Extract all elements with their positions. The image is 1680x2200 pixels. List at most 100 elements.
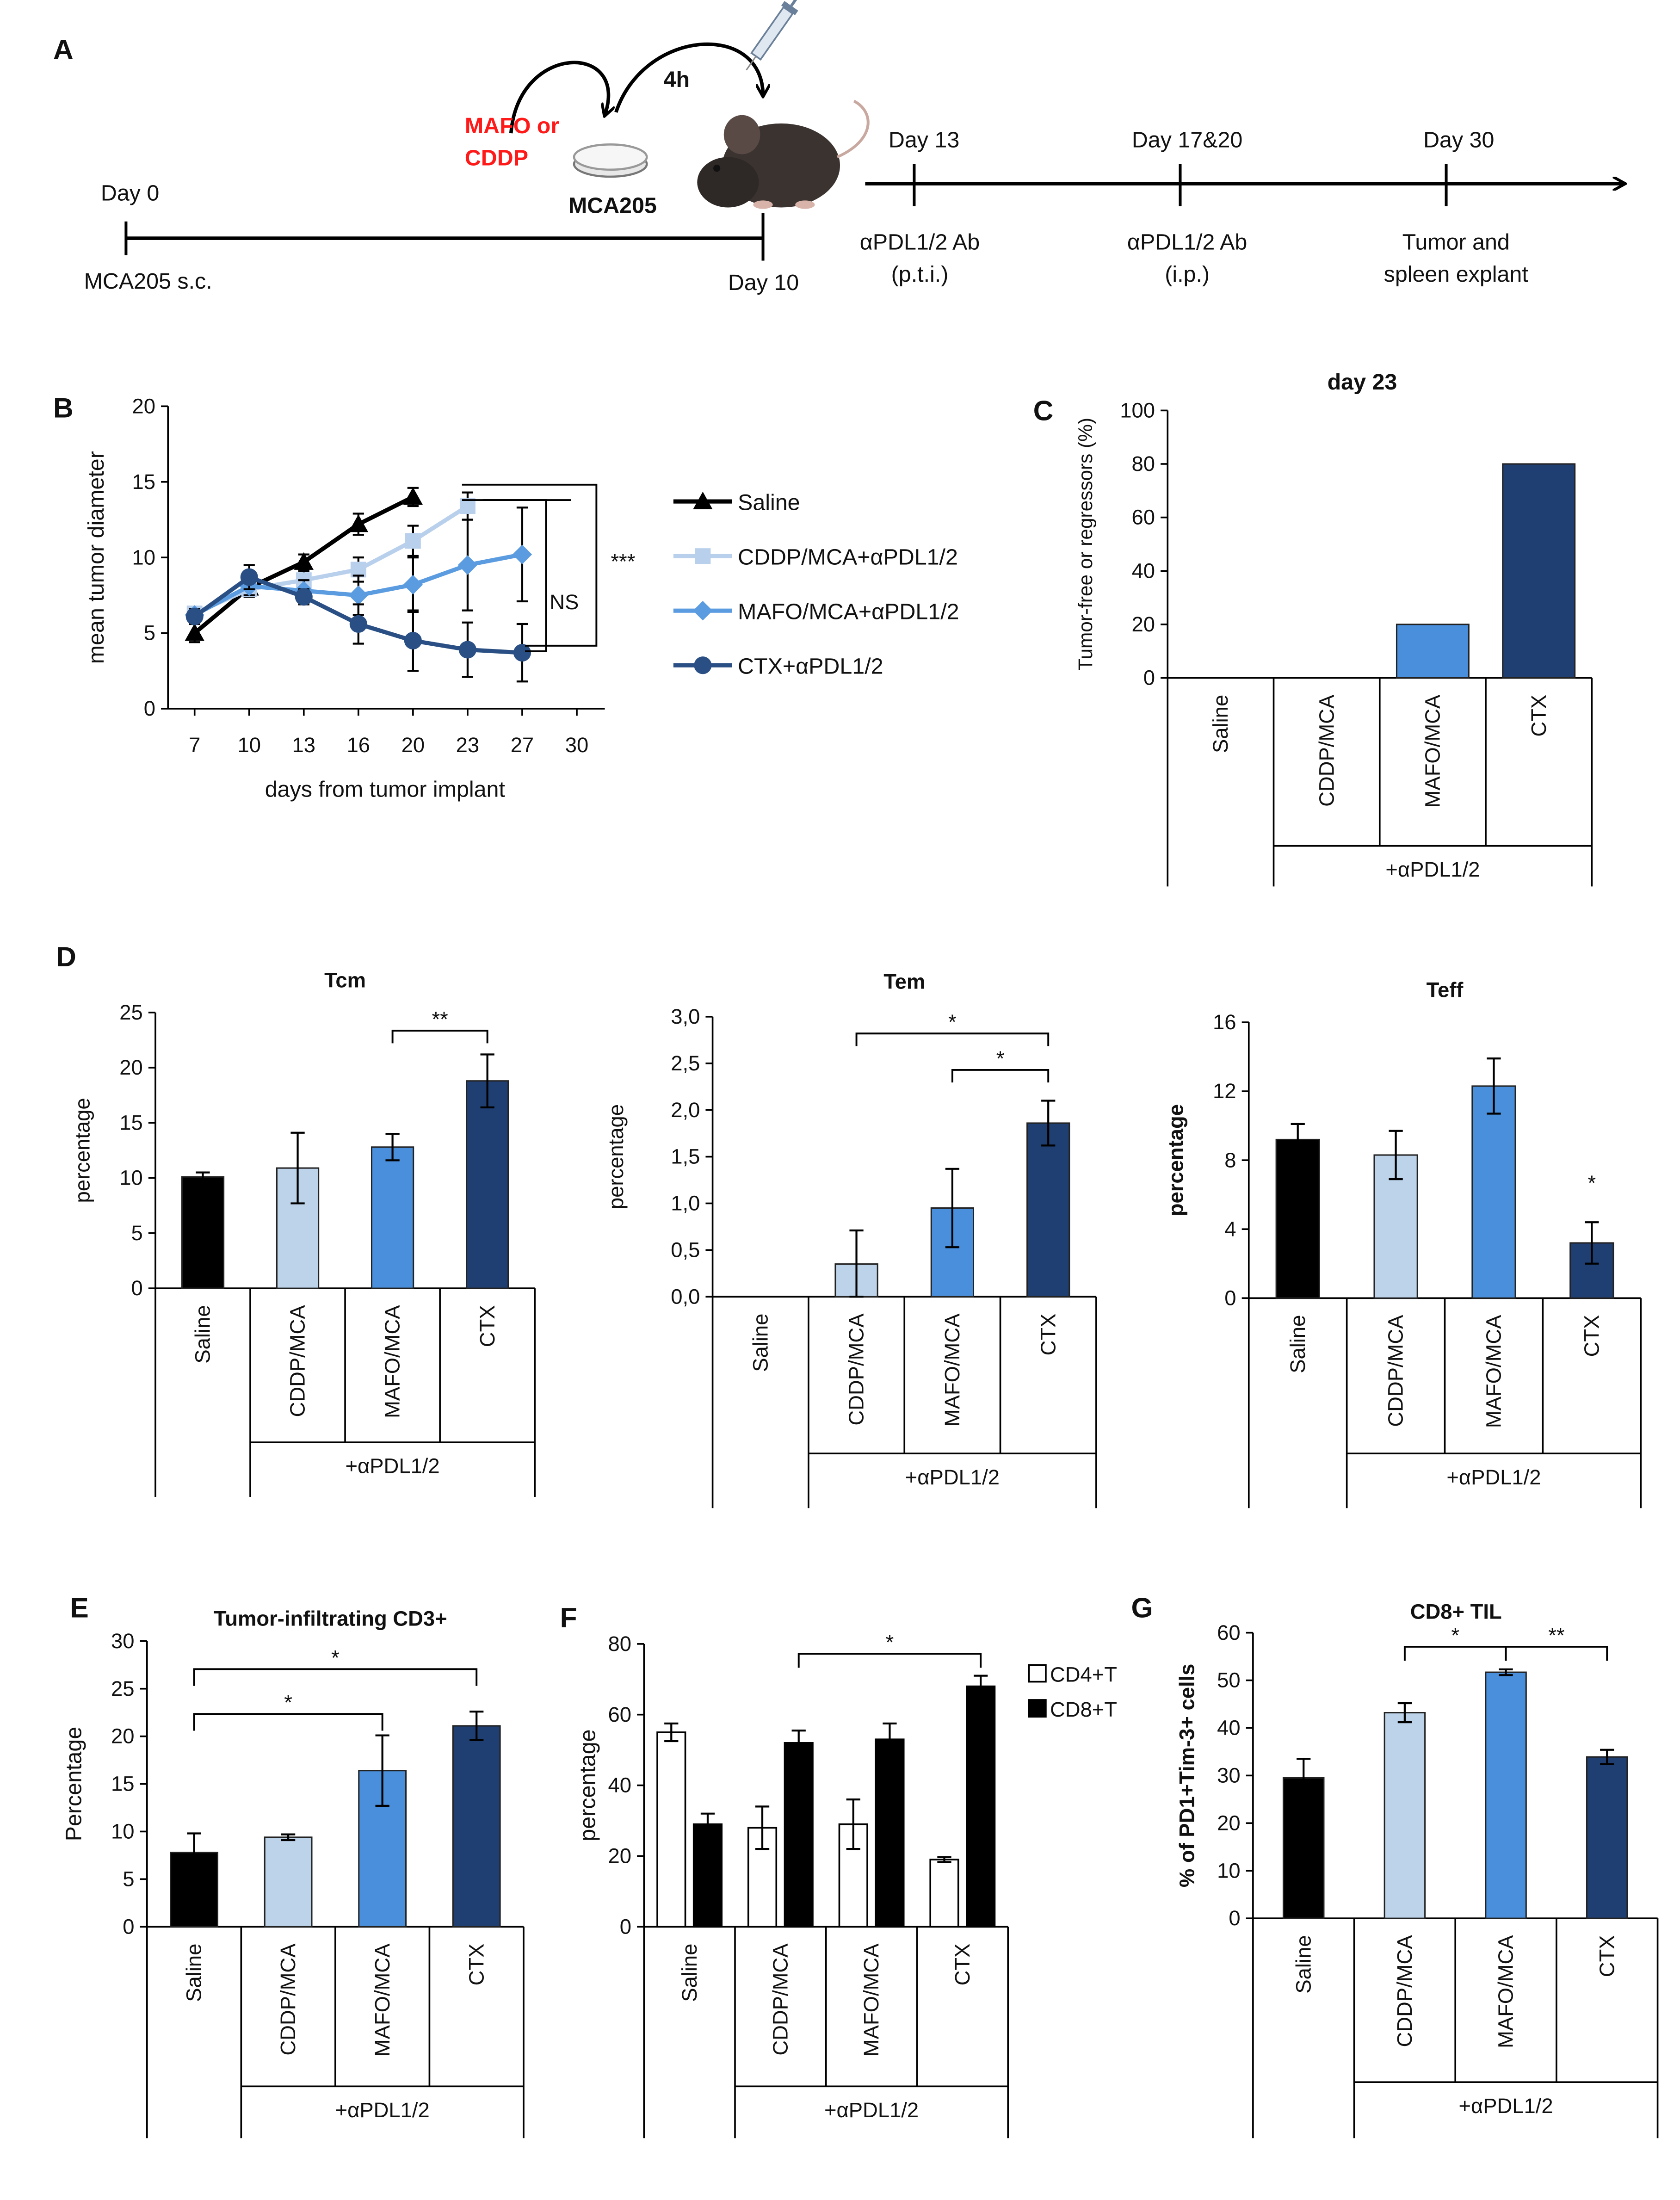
bracket-f	[797, 1653, 982, 1668]
category-label: CTX	[1036, 1314, 1060, 1356]
y-axis-label: percentage	[71, 1098, 94, 1203]
label-cddp: CDDP	[465, 146, 528, 171]
panel-letter-g: G	[1131, 1592, 1153, 1623]
bar-ctx	[466, 1080, 509, 1289]
group-label: +αPDL1/2	[1446, 1465, 1541, 1489]
chart-d-teff: Teff 0 4 8 12 16 percentage Saline CDDP/MCA MAFO/…	[1164, 978, 1642, 1508]
label-day0: Day 0	[101, 180, 159, 205]
series-3-point	[458, 641, 476, 659]
bar-mafomca	[1396, 624, 1470, 679]
chart-g-cd8-til: CD8+ TIL 0 10 20 30 40 50 60 % of PD1+Tim-3+ cel…	[1175, 1600, 1659, 2138]
bracket-e-mafo-label: *	[284, 1691, 292, 1714]
legend-marker	[695, 548, 711, 564]
y-tick-label: 40	[608, 1774, 632, 1797]
group-label: +αPDL1/2	[1385, 858, 1480, 881]
label-day30-sub1: Tumor and	[1402, 229, 1510, 254]
category-label: CTX	[476, 1305, 499, 1347]
y-tick-label: 20	[1132, 612, 1155, 636]
category-label: CTX	[1595, 1935, 1618, 1977]
syringe-icon	[746, 0, 801, 71]
bar-cddpmca	[1384, 1712, 1426, 1919]
label-mafo: MAFO or	[465, 113, 560, 138]
y-tick-label: 10	[111, 1820, 135, 1843]
y-tick-label: 15	[119, 1111, 143, 1134]
bracket-inner	[462, 499, 547, 652]
chart-title: Tem	[883, 970, 925, 993]
chart-title: Teff	[1427, 978, 1464, 1002]
y-tick-label: 10	[132, 545, 155, 569]
label-day30-sub2: spleen explant	[1384, 262, 1529, 287]
category-label: Saline	[191, 1305, 215, 1363]
x-tick-label: 10	[237, 733, 261, 757]
series-2-point	[403, 575, 423, 595]
category-label: MAFO/MCA	[1494, 1935, 1518, 2048]
bar-saline	[181, 1176, 225, 1289]
category-label: Saline	[1291, 1935, 1315, 1993]
bar-cd8t	[784, 1742, 814, 1928]
y-tick-label: 60	[1132, 506, 1155, 529]
legend-swatch	[1028, 1664, 1047, 1683]
legend-marker	[694, 656, 712, 674]
x-tick-label: 13	[292, 733, 316, 757]
bar-cddpmca	[264, 1836, 313, 1928]
legend-marker	[693, 600, 713, 621]
y-tick-label: 8	[1224, 1148, 1236, 1172]
label-day13-ab: αPDL1/2 Ab	[860, 229, 980, 254]
category-label: MAFO/MCA	[1482, 1315, 1506, 1428]
y-axis-label: percentage	[575, 1729, 600, 1841]
chart-title: CD8+ TIL	[1410, 1600, 1502, 1623]
bracket-tem-2	[951, 1069, 1050, 1083]
legend-swatch	[1028, 1699, 1047, 1718]
annotation-teff: *	[1587, 1171, 1596, 1195]
series-line-1	[193, 504, 469, 616]
bar-ctx	[1502, 463, 1576, 679]
series-0-point	[185, 623, 204, 641]
bracket-tem-1-label: *	[948, 1010, 957, 1034]
series-3-point	[185, 607, 204, 625]
bar-cd4t	[929, 1859, 959, 1928]
legend-label: MAFO/MCA+αPDL1/2	[738, 599, 959, 624]
category-label: CDDP/MCA	[845, 1313, 868, 1426]
category-label: Saline	[182, 1944, 206, 2002]
category-label: CDDP/MCA	[286, 1305, 309, 1417]
series-3-point	[295, 588, 313, 606]
y-tick-label: 15	[132, 470, 155, 494]
bracket-g-2	[1505, 1645, 1608, 1661]
y-tick-label: 100	[1120, 399, 1155, 422]
bracket-tcm-label: **	[432, 1007, 448, 1031]
bracket-g-2-label: **	[1548, 1624, 1564, 1647]
group-label: +αPDL1/2	[1458, 2094, 1553, 2118]
y-tick-label: 1,5	[671, 1145, 700, 1168]
legend-label: Saline	[738, 490, 800, 515]
category-label: MAFO/MCA	[859, 1943, 883, 2057]
legend-label: CDDP/MCA+αPDL1/2	[738, 544, 958, 569]
y-tick-label: 10	[1217, 1859, 1241, 1882]
series-0-point	[403, 487, 423, 505]
y-tick-label: 30	[111, 1629, 135, 1653]
label-day30: Day 30	[1423, 127, 1494, 152]
chart-d-tem: Tem 0,0 0,5 1,0 1,5 2,0 2,5 3,0 percentage Saline…	[604, 970, 1097, 1508]
chart-title: day 23	[1328, 370, 1397, 395]
x-tick-label: 23	[456, 733, 480, 757]
category-label: MAFO/MCA	[1421, 694, 1445, 808]
y-tick-label: 20	[111, 1724, 135, 1748]
series-1-point	[405, 533, 421, 549]
y-tick-label: 5	[123, 1867, 134, 1891]
y-tick-label: 60	[1217, 1621, 1241, 1644]
category-label: CDDP/MCA	[1384, 1315, 1408, 1427]
category-label: CDDP/MCA	[1315, 694, 1338, 807]
label-day1720: Day 17&20	[1132, 127, 1243, 152]
category-label: Saline	[1209, 695, 1232, 753]
bracket-outer	[462, 483, 598, 647]
bracket-g-1-label: *	[1451, 1624, 1459, 1647]
category-label: CTX	[951, 1944, 974, 1986]
label-day10: Day 10	[728, 270, 799, 295]
y-tick-label: 30	[1217, 1764, 1241, 1787]
group-label: +αPDL1/2	[905, 1465, 1000, 1489]
y-tick-label: 16	[1213, 1010, 1236, 1034]
group-label: +αPDL1/2	[824, 2098, 919, 2122]
category-label: MAFO/MCA	[371, 1943, 394, 2057]
y-tick-label: 0	[1229, 1906, 1240, 1930]
y-tick-label: 0,5	[671, 1238, 700, 1261]
series-3-point	[349, 615, 367, 633]
